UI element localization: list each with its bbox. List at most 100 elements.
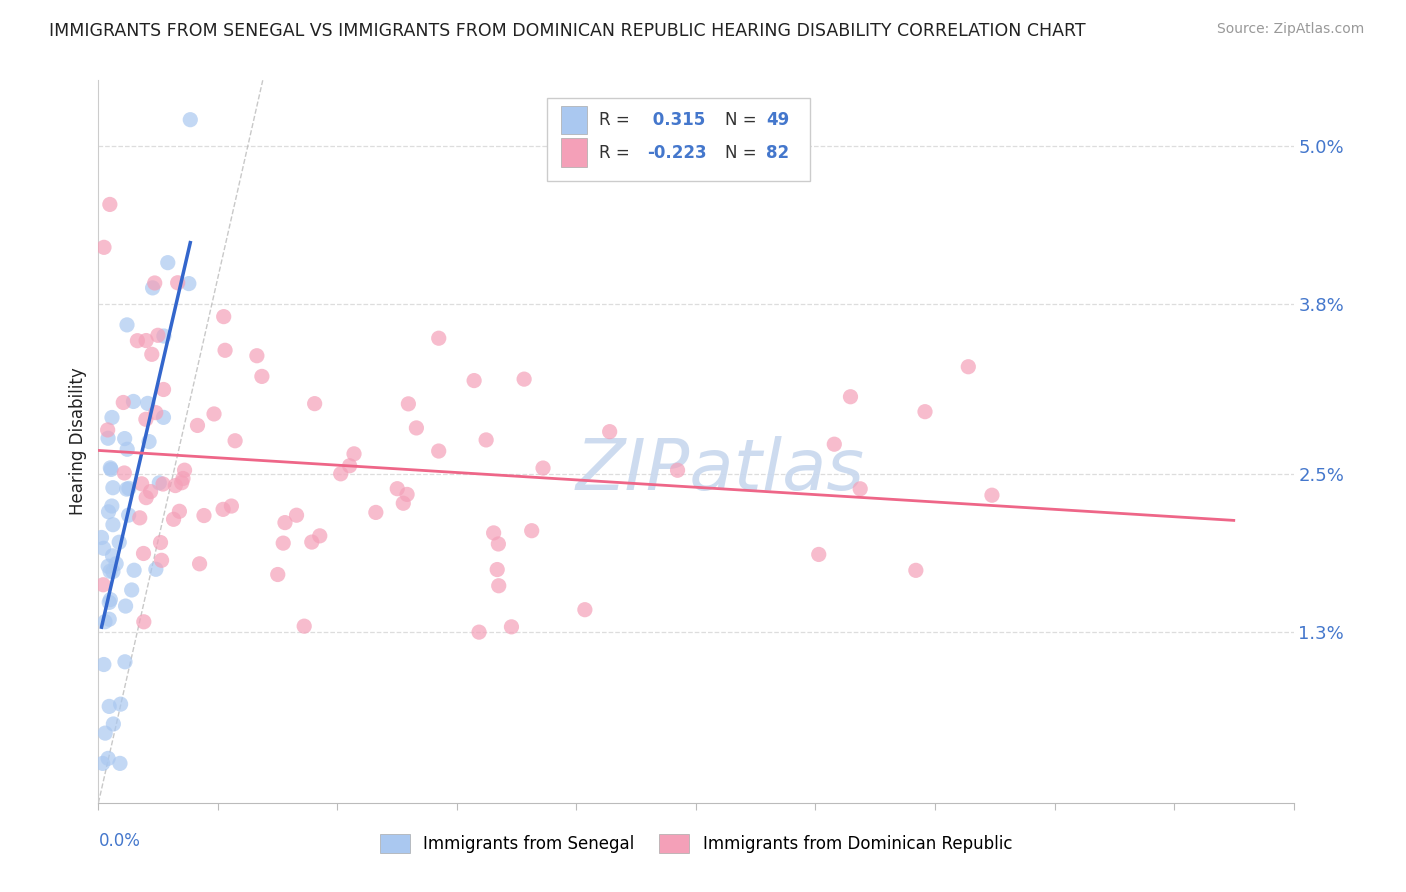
Point xyxy=(98,197,121,211)
Point xyxy=(574,603,596,617)
Text: IMMIGRANTS FROM SENEGAL VS IMMIGRANTS FROM DOMINICAN REPUBLIC HEARING DISABILITY: IMMIGRANTS FROM SENEGAL VS IMMIGRANTS FR… xyxy=(49,22,1085,40)
Point xyxy=(343,447,366,461)
Point xyxy=(139,484,162,499)
Point xyxy=(329,467,352,481)
Point xyxy=(152,383,174,397)
Point xyxy=(152,477,174,491)
Point xyxy=(339,458,361,473)
Point xyxy=(93,657,115,672)
Point xyxy=(221,499,243,513)
Point xyxy=(98,699,121,714)
Point xyxy=(396,487,419,501)
Point xyxy=(463,374,485,388)
Text: R =: R = xyxy=(599,144,630,161)
Point xyxy=(98,461,121,475)
Point xyxy=(285,508,308,523)
Point xyxy=(468,625,491,640)
Point xyxy=(98,595,121,609)
Point xyxy=(97,505,120,519)
Point xyxy=(97,559,120,574)
Point xyxy=(97,423,120,437)
Point xyxy=(304,397,326,411)
Point xyxy=(186,418,208,433)
Point xyxy=(172,471,194,485)
Text: Source: ZipAtlas.com: Source: ZipAtlas.com xyxy=(1216,22,1364,37)
Point xyxy=(212,310,235,324)
Point xyxy=(153,329,176,343)
FancyBboxPatch shape xyxy=(547,98,810,181)
Point xyxy=(292,619,315,633)
Text: R =: R = xyxy=(599,111,630,129)
Point xyxy=(115,442,138,457)
Point xyxy=(146,328,169,343)
Point xyxy=(173,463,195,477)
FancyBboxPatch shape xyxy=(561,105,588,135)
Point xyxy=(121,582,143,597)
Point xyxy=(308,529,330,543)
Point xyxy=(136,396,159,410)
Point xyxy=(117,508,139,522)
Point xyxy=(114,432,136,446)
Point xyxy=(807,548,830,562)
Text: -0.223: -0.223 xyxy=(647,144,707,161)
Text: N =: N = xyxy=(724,111,756,129)
Point xyxy=(274,516,297,530)
Point xyxy=(143,276,166,290)
Point xyxy=(142,281,165,295)
Point xyxy=(904,563,927,577)
Point xyxy=(267,567,290,582)
Point xyxy=(93,240,115,254)
Point xyxy=(128,511,150,525)
Point xyxy=(179,112,201,127)
Point xyxy=(214,343,236,358)
Point xyxy=(127,334,149,348)
Point xyxy=(188,557,211,571)
Point xyxy=(150,553,173,567)
Point xyxy=(141,347,163,361)
Point xyxy=(666,463,689,477)
Point xyxy=(114,655,136,669)
Point xyxy=(115,318,138,332)
Point xyxy=(170,475,193,490)
Point xyxy=(101,481,124,495)
Point xyxy=(823,437,845,451)
Point xyxy=(177,277,200,291)
Point xyxy=(475,433,498,447)
Point xyxy=(90,531,112,545)
Point xyxy=(97,431,120,445)
Point xyxy=(91,756,114,771)
Point xyxy=(162,512,184,526)
Point xyxy=(98,592,121,607)
Point xyxy=(488,579,510,593)
Point xyxy=(193,508,215,523)
Point xyxy=(166,276,188,290)
Point xyxy=(246,349,269,363)
Point xyxy=(250,369,273,384)
Point xyxy=(101,549,124,563)
Point xyxy=(957,359,980,374)
Legend: Immigrants from Senegal, Immigrants from Dominican Republic: Immigrants from Senegal, Immigrants from… xyxy=(373,827,1019,860)
Point xyxy=(97,751,120,765)
Point xyxy=(148,475,170,490)
Point xyxy=(101,565,124,579)
Point xyxy=(513,372,536,386)
Point xyxy=(91,578,114,592)
Point xyxy=(108,756,131,771)
Point xyxy=(301,535,323,549)
Point xyxy=(114,599,136,613)
Text: N =: N = xyxy=(724,144,756,161)
Point xyxy=(122,394,145,409)
Point xyxy=(93,541,115,556)
Point xyxy=(364,505,387,519)
Text: 0.315: 0.315 xyxy=(647,111,706,129)
Point xyxy=(135,334,157,348)
Point xyxy=(599,425,621,439)
Text: 82: 82 xyxy=(766,144,790,161)
Point xyxy=(981,488,1004,502)
Point xyxy=(138,434,160,449)
Point xyxy=(101,410,124,425)
Point xyxy=(427,444,450,458)
Point xyxy=(202,407,225,421)
Point xyxy=(118,481,141,495)
Point xyxy=(387,482,409,496)
